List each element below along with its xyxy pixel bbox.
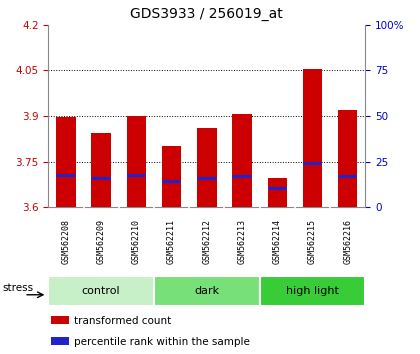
Bar bbox=[162, 180, 181, 183]
Text: high light: high light bbox=[286, 286, 339, 296]
Text: GSM562213: GSM562213 bbox=[238, 219, 247, 264]
Text: control: control bbox=[82, 286, 121, 296]
Bar bbox=[268, 187, 287, 190]
Bar bbox=[56, 174, 76, 177]
Text: dark: dark bbox=[194, 286, 219, 296]
Text: percentile rank within the sample: percentile rank within the sample bbox=[74, 337, 249, 347]
Bar bbox=[303, 161, 322, 165]
Bar bbox=[232, 114, 252, 207]
Bar bbox=[154, 276, 260, 306]
Bar bbox=[127, 174, 146, 177]
Bar bbox=[268, 178, 287, 207]
Bar bbox=[48, 276, 154, 306]
Text: transformed count: transformed count bbox=[74, 315, 171, 326]
Text: GSM562208: GSM562208 bbox=[61, 219, 71, 264]
Bar bbox=[197, 128, 217, 207]
Bar bbox=[52, 337, 69, 346]
Bar bbox=[338, 175, 357, 178]
Bar bbox=[260, 276, 365, 306]
Bar bbox=[92, 133, 111, 207]
Text: GSM562209: GSM562209 bbox=[97, 219, 106, 264]
Bar bbox=[303, 69, 322, 207]
Title: GDS3933 / 256019_at: GDS3933 / 256019_at bbox=[131, 7, 283, 21]
Text: GSM562210: GSM562210 bbox=[132, 219, 141, 264]
Text: GSM562215: GSM562215 bbox=[308, 219, 317, 264]
Text: GSM562212: GSM562212 bbox=[202, 219, 211, 264]
Bar bbox=[162, 146, 181, 207]
Text: GSM562211: GSM562211 bbox=[167, 219, 176, 264]
Bar bbox=[56, 118, 76, 207]
Bar bbox=[52, 316, 69, 324]
Bar bbox=[197, 177, 217, 180]
Bar bbox=[127, 116, 146, 207]
Bar bbox=[338, 110, 357, 207]
Text: GSM562216: GSM562216 bbox=[343, 219, 352, 264]
Text: GSM562214: GSM562214 bbox=[273, 219, 282, 264]
Bar bbox=[232, 175, 252, 178]
Text: stress: stress bbox=[3, 282, 34, 292]
Bar bbox=[92, 177, 111, 180]
